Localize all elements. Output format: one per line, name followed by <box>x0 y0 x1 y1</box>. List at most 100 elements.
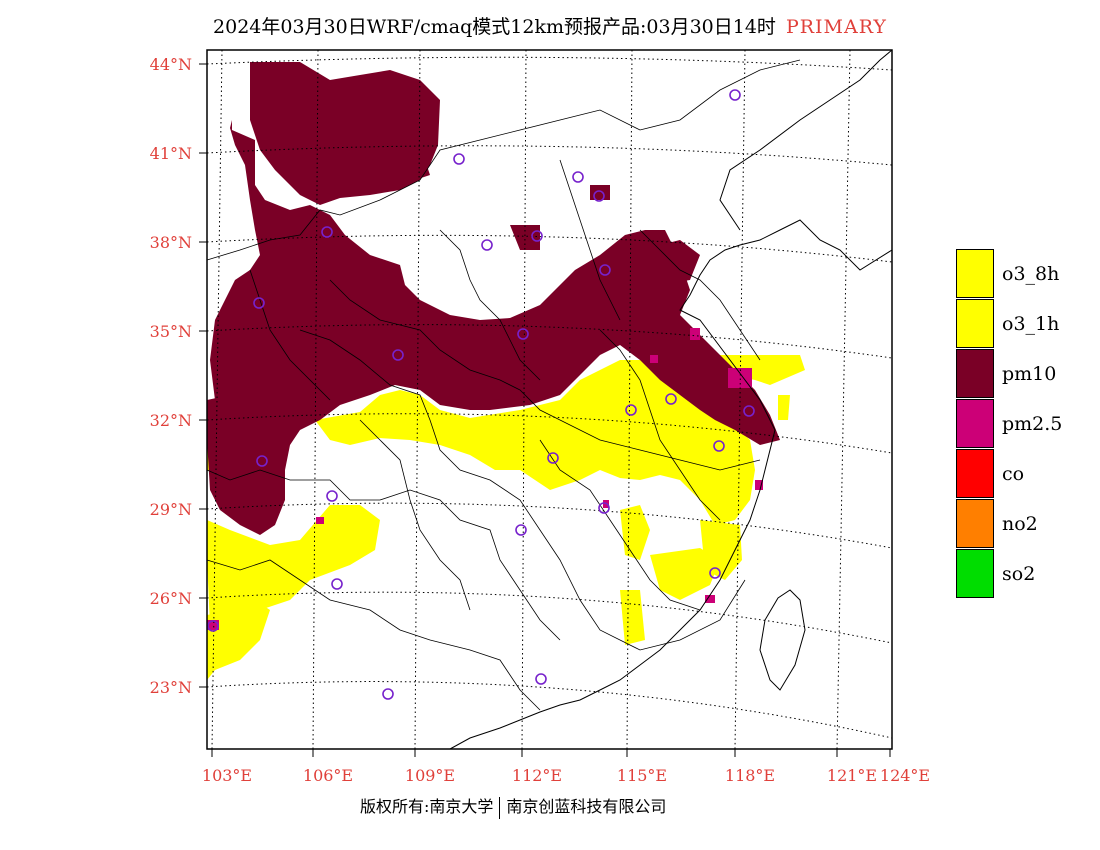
lat-label: 32°N <box>149 411 192 430</box>
lon-label: 118°E <box>724 766 776 785</box>
pm25-spot <box>690 328 700 340</box>
coastline-main <box>449 219 893 750</box>
boundary-line <box>206 59 801 261</box>
lon-label: 121°E <box>826 766 878 785</box>
station-marker <box>253 297 265 309</box>
o3-region-coast <box>700 520 742 580</box>
lat-label: 35°N <box>149 322 192 341</box>
station-marker <box>743 405 755 417</box>
pm10-region-main <box>207 120 780 535</box>
legend-swatch <box>956 349 994 398</box>
lat-label: 29°N <box>149 500 192 519</box>
legend-swatch <box>956 399 994 448</box>
o3-region-central <box>315 360 755 525</box>
parallel-35n <box>206 324 893 359</box>
boundary-line <box>206 469 561 641</box>
legend-label: co <box>1002 463 1025 485</box>
pm25-spot <box>728 368 752 388</box>
pm25-spot <box>316 517 324 524</box>
legend-swatch <box>956 499 994 548</box>
parallel-29n <box>206 502 893 549</box>
lat-label: 44°N <box>149 55 192 74</box>
lon-label: 124°E <box>879 766 931 785</box>
station-marker <box>207 620 219 632</box>
boundary-line <box>299 329 746 651</box>
map-title: 2024年03月30日WRF/cmaq模式12km预报产品:03月30日14时 P… <box>0 12 1100 39</box>
station-marker <box>531 230 543 242</box>
pm25-spot <box>705 595 715 603</box>
legend-item-o3-1h: o3_1h <box>956 299 1080 349</box>
boundary-line <box>599 329 721 521</box>
station-marker <box>331 578 343 590</box>
station-marker <box>593 190 605 202</box>
parallel-23n <box>206 681 893 739</box>
legend-swatch <box>956 299 994 348</box>
lat-label: 38°N <box>149 233 192 252</box>
lat-label: 41°N <box>149 144 192 163</box>
legend-item-o3-8h: o3_8h <box>956 249 1080 299</box>
boundary-line <box>206 559 541 711</box>
station-marker <box>599 264 611 276</box>
lat-label: 26°N <box>149 589 192 608</box>
lon-label: 106°E <box>302 766 354 785</box>
legend-label: so2 <box>1002 563 1036 585</box>
station-marker <box>515 524 527 536</box>
title-text: 2024年03月30日WRF/cmaq模式12km预报产品:03月30日14时 <box>213 16 776 38</box>
lon-label: 109°E <box>404 766 456 785</box>
map-frame <box>206 49 893 750</box>
station-marker <box>517 328 529 340</box>
lon-label: 115°E <box>616 766 668 785</box>
pm25-spot <box>755 480 763 490</box>
station-marker <box>547 452 559 464</box>
station-marker <box>453 153 465 165</box>
station-marker <box>256 455 268 467</box>
o3-region-fujian <box>650 548 720 600</box>
lon-label: 103°E <box>201 766 253 785</box>
o3-region-east <box>720 355 805 385</box>
legend-swatch <box>956 449 994 498</box>
o3-region-southwest <box>207 600 270 680</box>
station-marker <box>709 567 721 579</box>
station-marker <box>392 349 404 361</box>
copyright-right: 南京创蓝科技有限公司 <box>506 797 667 816</box>
taiwan-island <box>759 589 806 691</box>
parallel-26n <box>206 591 893 644</box>
lon-label: 112°E <box>511 766 563 785</box>
station-marker <box>665 393 677 405</box>
boundary-line <box>559 159 621 321</box>
boundary-line <box>639 229 761 361</box>
legend-label: pm2.5 <box>1002 413 1063 435</box>
province-boundaries <box>206 59 801 711</box>
station-marker <box>382 688 394 700</box>
legend-item-so2: so2 <box>956 549 1080 599</box>
pm10-region-beijing <box>590 185 610 200</box>
legend-swatch <box>956 549 994 598</box>
station-markers <box>207 89 755 700</box>
legend-item-pm25: pm2.5 <box>956 399 1080 449</box>
parallel-38n <box>206 234 893 263</box>
pm10-region-jing <box>510 225 540 250</box>
title-primary-tag: PRIMARY <box>785 16 887 38</box>
pm25-spot <box>650 355 658 363</box>
coastline-north <box>719 49 893 231</box>
coastline <box>449 49 893 750</box>
copyright-left: 版权所有:南京大学 <box>360 797 494 816</box>
legend-swatch <box>956 249 994 298</box>
pm10-region-north-2 <box>345 130 430 185</box>
legend-item-no2: no2 <box>956 499 1080 549</box>
legend-label: no2 <box>1002 513 1038 535</box>
boundary-line <box>249 269 331 401</box>
boundary-line <box>359 419 471 611</box>
lat-label: 23°N <box>149 678 192 697</box>
boundary-line <box>439 229 541 381</box>
legend-label: o3_1h <box>1002 313 1060 335</box>
station-marker <box>481 239 493 251</box>
parallel-41n <box>206 145 893 166</box>
station-marker <box>326 490 338 502</box>
copyright-footer: 版权所有:南京大学 南京创蓝科技有限公司 <box>360 793 666 819</box>
pollutant-legend: o3_8h o3_1h pm10 pm2.5 co no2 so2 <box>956 249 1080 599</box>
axis-ticks <box>199 63 891 757</box>
o3-region-east-2 <box>778 395 790 420</box>
pm10-region-shandong <box>640 240 700 285</box>
station-marker <box>713 440 725 452</box>
